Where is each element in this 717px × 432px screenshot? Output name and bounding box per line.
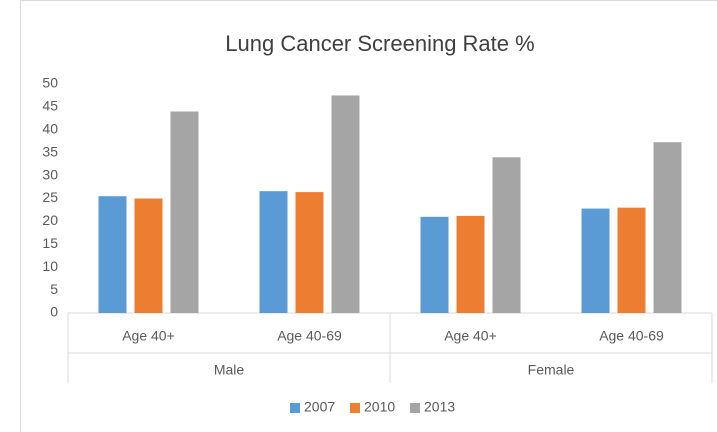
y-tick-label: 10: [42, 258, 58, 274]
y-tick-label: 25: [42, 189, 58, 205]
x-tick-label: Age 40+: [444, 328, 497, 344]
bar: [456, 215, 485, 313]
bar: [170, 111, 199, 313]
group-label: Male: [214, 362, 245, 378]
bar: [331, 95, 360, 313]
chart-title: Lung Cancer Screening Rate %: [225, 31, 534, 56]
bar: [295, 192, 324, 313]
y-tick-label: 5: [50, 281, 58, 297]
legend-label: 2010: [364, 399, 395, 415]
legend-label: 2007: [304, 399, 335, 415]
y-tick-label: 20: [42, 212, 58, 228]
x-tick-label: Age 40-69: [599, 328, 664, 344]
bar: [420, 216, 449, 313]
bar: [581, 208, 610, 313]
bar: [134, 198, 163, 313]
y-tick-label: 40: [42, 121, 58, 137]
y-tick-label: 50: [42, 75, 58, 91]
y-tick-label: 0: [50, 304, 58, 320]
y-tick-label: 35: [42, 143, 58, 159]
legend-swatch: [290, 403, 300, 413]
x-tick-label: Age 40+: [122, 328, 175, 344]
x-tick-label: Age 40-69: [277, 328, 342, 344]
group-label: Female: [528, 362, 575, 378]
bar: [492, 157, 521, 313]
y-tick-label: 15: [42, 235, 58, 251]
legend-label: 2013: [424, 399, 455, 415]
legend-swatch: [410, 403, 420, 413]
y-tick-label: 30: [42, 166, 58, 182]
bar: [98, 196, 127, 313]
legend-swatch: [350, 403, 360, 413]
bar: [617, 207, 646, 313]
y-tick-label: 45: [42, 98, 58, 114]
bar: [259, 191, 288, 313]
bar: [653, 142, 682, 313]
